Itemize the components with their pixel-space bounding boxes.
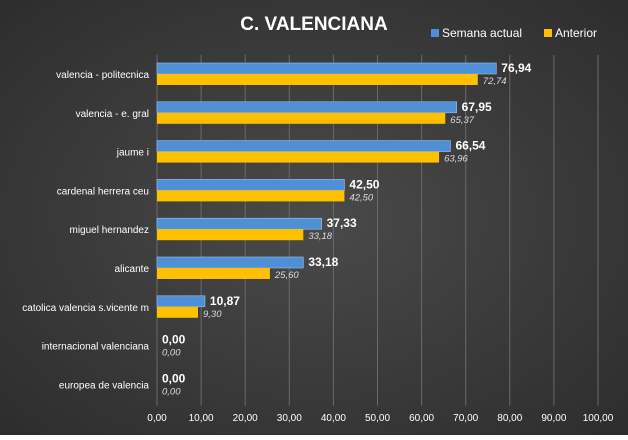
bar-semana-actual: [156, 179, 345, 191]
data-label-anterior: 65,37: [450, 115, 474, 126]
data-label-anterior: 0,00: [162, 386, 181, 397]
data-label-anterior: 42,50: [349, 192, 373, 203]
legend-label: Semana actual: [442, 26, 522, 40]
data-label-anterior: 63,96: [444, 154, 468, 165]
data-label-anterior: 33,18: [308, 231, 332, 242]
data-label-semana-actual: 10,87: [210, 294, 240, 308]
bar-semana-actual: [156, 295, 206, 308]
category-label: cardenal herrera ceu: [57, 186, 149, 197]
x-tick-label: 50,00: [365, 413, 390, 424]
category-label: internacional valenciana: [42, 342, 150, 353]
x-tick-label: 80,00: [497, 413, 522, 424]
x-axis-tick-labels: 0,00 10,00 20,00 30,00 40,00 50,00 60,00 70,00 8…: [147, 413, 613, 424]
data-label-semana-actual: 0,00: [162, 371, 186, 385]
data-label-semana-actual: 33,18: [308, 255, 338, 269]
x-tick-label: 60,00: [409, 413, 434, 424]
bar-semana-actual: [156, 256, 304, 269]
category-label: europea de valencia: [59, 380, 150, 391]
data-label-anterior: 72,74: [483, 76, 507, 87]
x-tick-label: 20,00: [233, 413, 258, 424]
category-labels: valencia - politecnica valencia - e. gral…: [22, 70, 149, 391]
data-label-anterior: 0,00: [162, 348, 181, 359]
x-tick-label: 0,00: [147, 413, 167, 424]
bars: [156, 62, 497, 318]
category-label: alicante: [115, 264, 150, 275]
bar-semana-actual: [156, 101, 457, 114]
chart-title: C. VALENCIANA: [240, 14, 388, 35]
data-label-semana-actual: 42,50: [349, 177, 379, 191]
bar-anterior: [157, 151, 440, 163]
category-label: valencia - e. gral: [76, 109, 149, 120]
x-tick-label: 10,00: [189, 413, 214, 424]
x-tick-label: 90,00: [541, 413, 566, 424]
bar-semana-actual: [156, 62, 497, 75]
data-label-semana-actual: 76,94: [501, 61, 531, 75]
bar-anterior: [157, 112, 446, 124]
category-label: miguel hernandez: [70, 225, 150, 236]
legend-label: Anterior: [555, 26, 597, 40]
category-label: jaume i: [116, 148, 149, 159]
data-label-anterior: 25,60: [274, 270, 299, 281]
data-label-semana-actual: 37,33: [327, 216, 357, 230]
bar-semana-actual: [156, 140, 451, 152]
data-label-anterior: 9,30: [203, 309, 222, 320]
x-tick-label: 40,00: [321, 413, 346, 424]
x-tick-label: 100,00: [583, 413, 614, 424]
legend-swatch: [431, 29, 439, 37]
legend: Semana actual Anterior: [431, 26, 597, 40]
data-label-semana-actual: 66,54: [455, 139, 485, 153]
bar-anterior: [157, 74, 478, 85]
bar-anterior: [157, 229, 304, 241]
x-tick-label: 70,00: [453, 413, 478, 424]
bar-anterior: [157, 306, 199, 318]
category-label: catolica valencia s.vicente m: [22, 303, 149, 314]
category-label: valencia - politecnica: [56, 70, 149, 81]
x-tick-label: 30,00: [277, 413, 302, 424]
bar-anterior: [157, 268, 270, 279]
data-label-semana-actual: 67,95: [462, 100, 492, 114]
bar-semana-actual: [156, 217, 322, 230]
bar-anterior: [157, 190, 345, 202]
legend-swatch: [544, 29, 552, 37]
data-label-semana-actual: 0,00: [162, 333, 186, 347]
